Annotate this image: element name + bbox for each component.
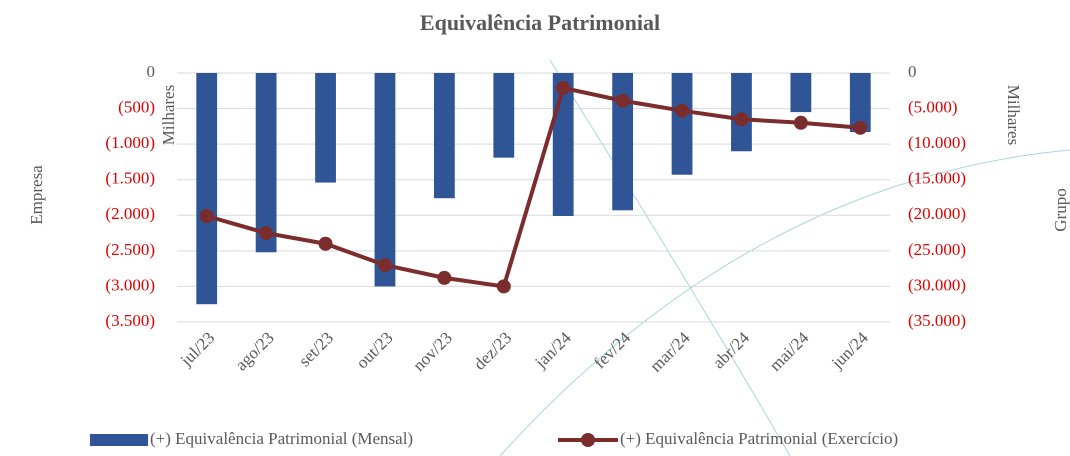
legend-swatch — [90, 434, 148, 446]
y-tick-label: 0 — [147, 62, 156, 81]
x-tick-label: jan/24 — [531, 328, 576, 373]
line-point — [496, 279, 511, 294]
y2-tick-label: (15.000) — [908, 169, 966, 188]
y2-tick-label: (30.000) — [908, 275, 966, 294]
legend-swatch — [581, 433, 595, 447]
y-tick-label: (3.000) — [105, 275, 155, 294]
bar — [433, 73, 455, 199]
y2-tick-label: (25.000) — [908, 240, 966, 259]
line-point — [318, 236, 333, 251]
x-tick-label: jul/23 — [176, 328, 218, 370]
bar — [255, 73, 277, 253]
bar — [612, 73, 634, 211]
y-axis-unit: Milhares — [159, 85, 178, 145]
y2-tick-label: (10.000) — [908, 133, 966, 152]
decor-arc — [549, 59, 791, 456]
line — [206, 85, 861, 289]
bar — [849, 73, 871, 133]
y2-axis-label: Grupo — [1051, 188, 1070, 231]
y-axis-label: Empresa — [27, 165, 46, 225]
line-point — [853, 120, 868, 135]
y-tick-label: (3.500) — [105, 311, 155, 330]
y-tick-label: (500) — [118, 97, 155, 116]
line-point — [793, 115, 808, 130]
bar — [374, 73, 396, 287]
y2-tick-label: (20.000) — [908, 204, 966, 223]
bar — [315, 73, 336, 183]
decor-arc — [499, 149, 1070, 456]
x-tick-label: dez/23 — [470, 328, 515, 373]
line-point — [675, 103, 690, 118]
x-tick-label: set/23 — [295, 328, 337, 370]
x-tick-label: nov/23 — [409, 328, 456, 375]
line-point — [437, 270, 452, 285]
line-point — [259, 226, 274, 241]
x-tick-label: mar/24 — [646, 328, 694, 376]
bar — [671, 73, 693, 175]
y-tick-label: (2.500) — [105, 240, 155, 259]
y-tick-label: (2.000) — [105, 204, 155, 223]
legend-label: (+) Equivalência Patrimonial (Exercício) — [620, 429, 898, 448]
x-tick-label: mai/24 — [766, 328, 813, 375]
line-point — [615, 93, 630, 108]
y2-tick-label: (5.000) — [908, 97, 958, 116]
x-tick-label: jun/24 — [827, 328, 872, 373]
x-tick-label: out/23 — [352, 328, 396, 372]
bar — [196, 73, 218, 305]
y-tick-label: (1.000) — [105, 133, 155, 152]
y-tick-label: (1.500) — [105, 169, 155, 188]
line-point — [199, 208, 214, 223]
line-point — [377, 258, 392, 273]
bar — [493, 73, 515, 158]
bar — [790, 73, 812, 113]
x-tick-label: ago/23 — [232, 328, 278, 374]
line-point — [556, 80, 571, 95]
chart-title: Equivalência Patrimonial — [420, 10, 660, 35]
legend-label: (+) Equivalência Patrimonial (Mensal) — [150, 429, 413, 448]
x-tick-label: abr/24 — [709, 328, 753, 372]
y2-tick-label: 0 — [908, 62, 917, 81]
line-point — [734, 112, 749, 127]
y2-tick-label: (35.000) — [908, 311, 966, 330]
y2-axis-unit: Milhares — [1004, 85, 1023, 145]
bar — [731, 73, 752, 152]
